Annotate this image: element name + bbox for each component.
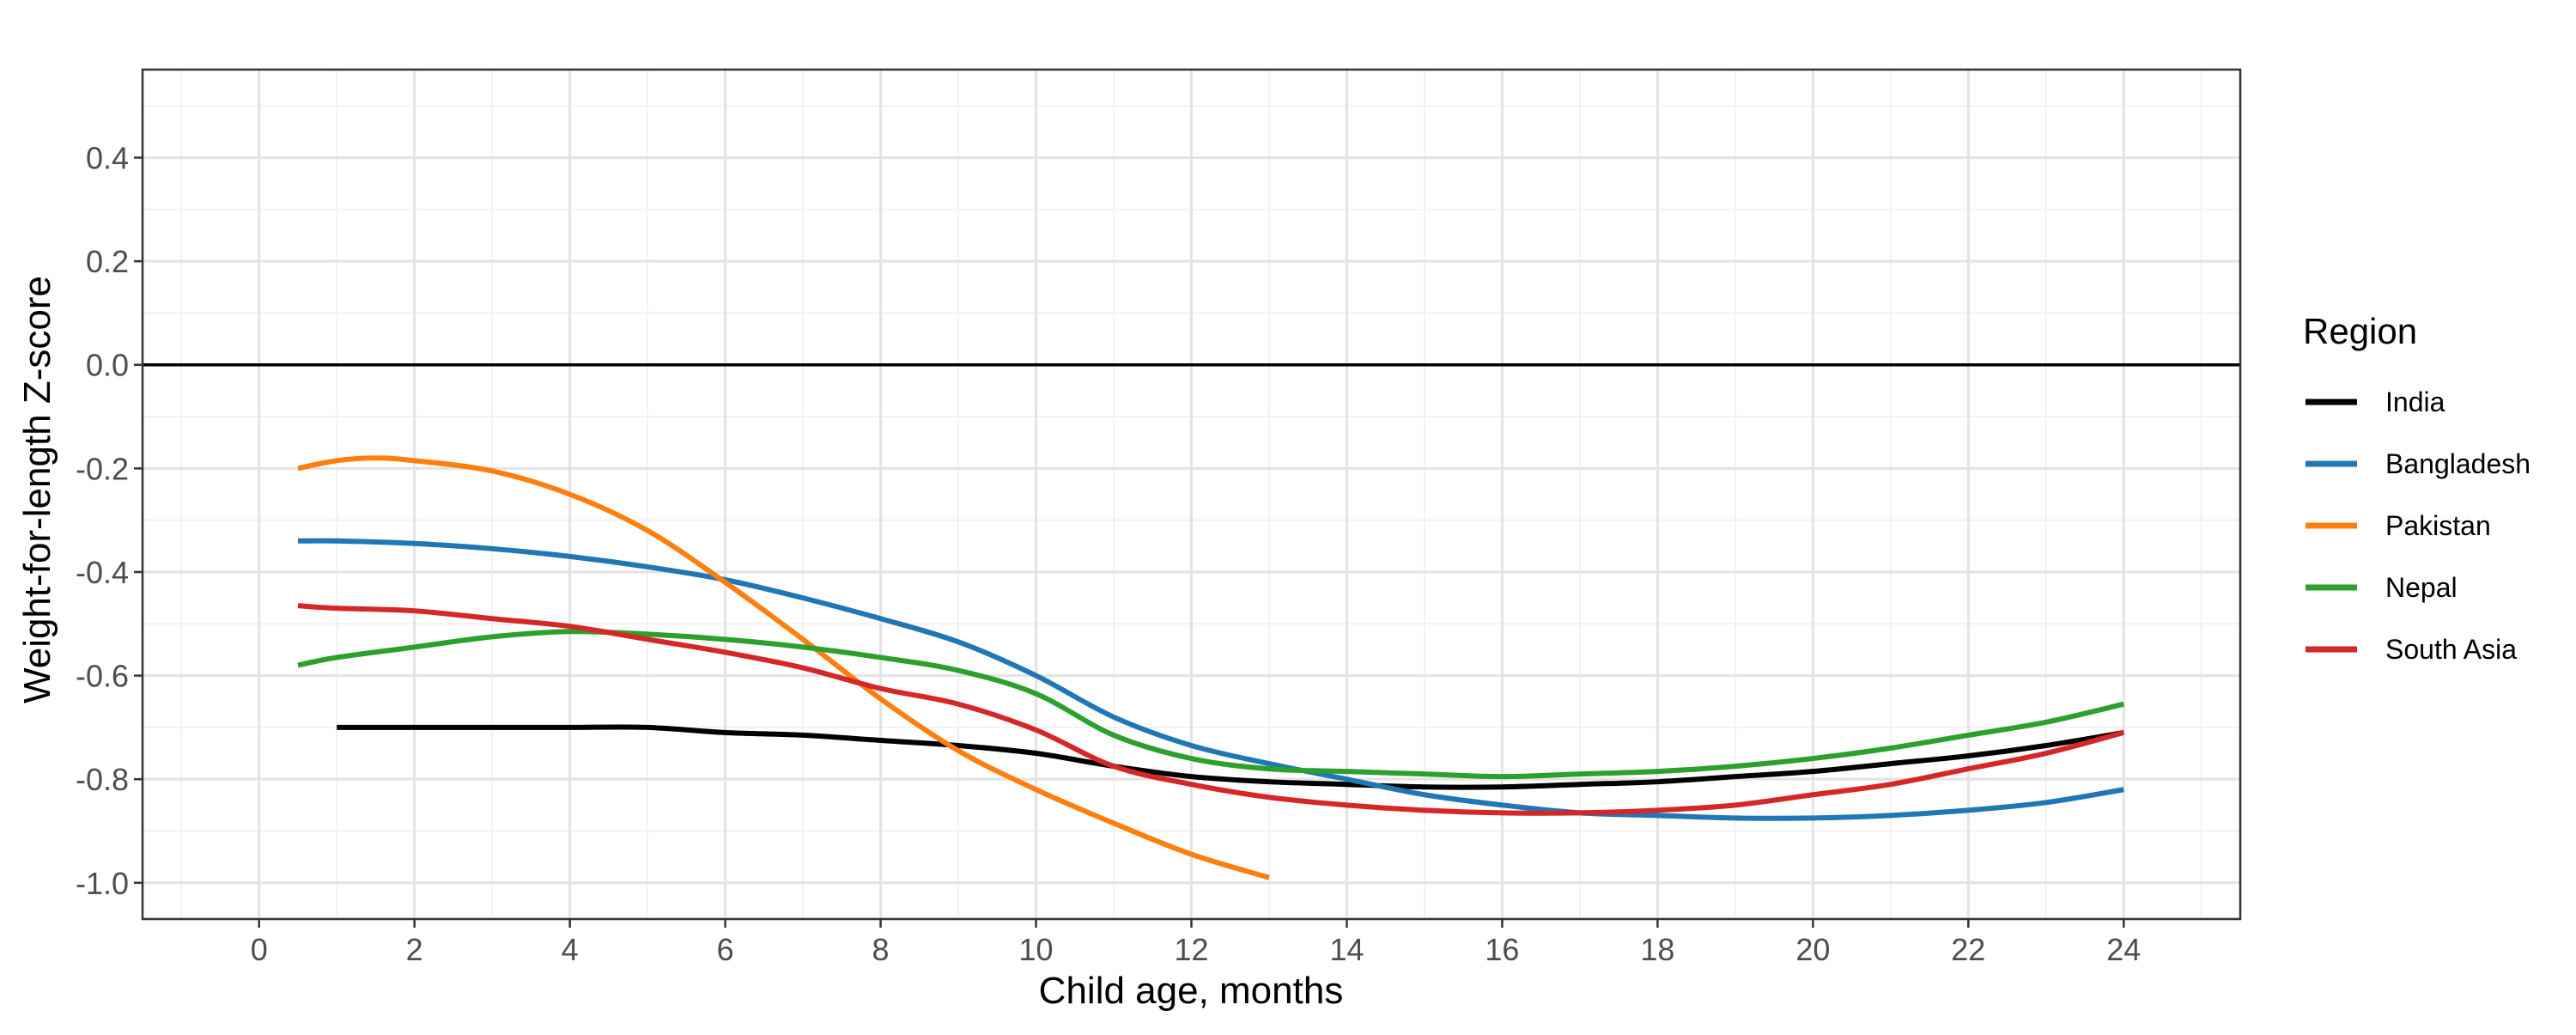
legend-label-bangladesh: Bangladesh	[2385, 448, 2530, 479]
data-series	[297, 455, 2125, 880]
legend-label-nepal: Nepal	[2385, 572, 2458, 603]
series-line-south-asia	[297, 603, 2125, 816]
x-tick-label: 24	[2106, 932, 2141, 967]
legend-item-nepal: Nepal	[2306, 572, 2458, 603]
legend-item-india: India	[2306, 387, 2445, 417]
y-tick-label: -1.0	[76, 866, 129, 901]
legend-label-india: India	[2385, 387, 2445, 417]
y-tick-label: 0.4	[86, 141, 129, 176]
x-tick-label: 0	[251, 932, 268, 967]
legend-label-south-asia: South Asia	[2385, 634, 2517, 665]
legend: Region India Bangladesh Pakistan Nepal South…	[2303, 311, 2530, 665]
x-axis-title: Child age, months	[1039, 970, 1344, 1012]
x-tick-label: 2	[406, 932, 423, 967]
x-tick-label: 10	[1019, 932, 1054, 967]
y-axis-title: Weight-for-length Z-score	[16, 276, 58, 703]
series-line-india	[337, 724, 2124, 790]
x-tick-label: 20	[1795, 932, 1830, 967]
legend-title: Region	[2303, 311, 2417, 351]
grid-lines	[143, 70, 2240, 919]
y-tick-label: -0.8	[76, 762, 129, 797]
series-line-nepal	[297, 629, 2124, 780]
x-tick-label: 8	[872, 932, 890, 967]
x-tick-label: 16	[1485, 932, 1519, 967]
x-tick-label: 14	[1329, 932, 1364, 967]
x-tick-label: 6	[717, 932, 734, 967]
legend-item-south-asia: South Asia	[2306, 634, 2517, 665]
y-tick-label: 0.0	[86, 348, 129, 383]
axes: 0 2 4 6 8 10 12 14 16 18 20 22 24-1.0-0.8-0.6-0.4-0.…	[76, 68, 2242, 967]
y-tick-label: 0.2	[86, 244, 129, 279]
x-tick-label: 4	[562, 932, 579, 967]
y-tick-label: -0.4	[76, 555, 129, 590]
x-tick-label: 22	[1951, 932, 1985, 967]
y-tick-label: -0.2	[76, 451, 129, 486]
legend-item-bangladesh: Bangladesh	[2306, 448, 2530, 479]
legend-item-pakistan: Pakistan	[2306, 510, 2491, 541]
x-tick-label: 12	[1174, 932, 1208, 967]
legend-items: India Bangladesh Pakistan Nepal South Asia	[2306, 387, 2530, 665]
x-tick-label: 18	[1640, 932, 1674, 967]
series-line-bangladesh	[297, 538, 2124, 821]
y-tick-label: -0.6	[76, 659, 129, 694]
series-line-pakistan	[297, 455, 1270, 880]
legend-label-pakistan: Pakistan	[2385, 510, 2491, 541]
